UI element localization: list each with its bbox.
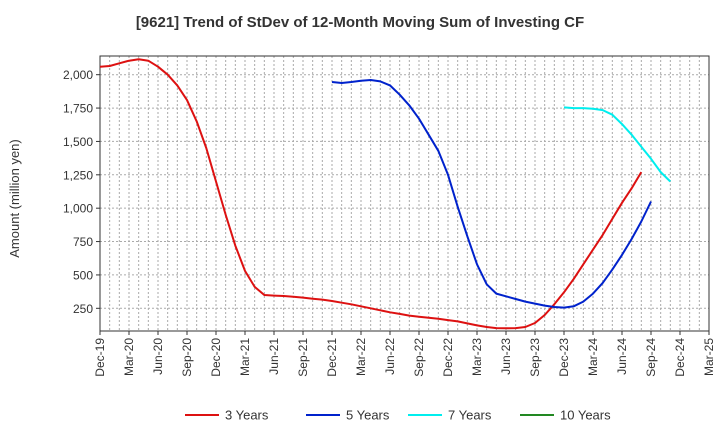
x-tick-label: Dec-19 bbox=[93, 338, 107, 377]
legend: 3 Years 5 Years 7 Years 10 Years bbox=[185, 408, 611, 423]
series-layer bbox=[99, 58, 671, 330]
x-tick-label: Sep-22 bbox=[412, 338, 426, 377]
x-tick-label: Mar-25 bbox=[702, 338, 716, 376]
x-tick-label: Jun-23 bbox=[499, 338, 513, 375]
chart-title: [9621] Trend of StDev of 12-Month Moving… bbox=[135, 14, 585, 31]
x-tick-label: Dec-20 bbox=[209, 338, 223, 377]
legend-label: 5 Years bbox=[346, 408, 390, 423]
y-tick-label: 1,250 bbox=[63, 168, 93, 182]
y-tick-label: 1,500 bbox=[63, 135, 93, 149]
x-axis: Dec-19 Mar-20 Jun-20 Sep-20 Dec-20 Mar-21 Jun-… bbox=[93, 331, 716, 377]
legend-label: 3 Years bbox=[225, 408, 269, 423]
grid-layer bbox=[100, 56, 709, 331]
x-tick-label: Sep-24 bbox=[644, 338, 658, 377]
x-tick-label: Mar-24 bbox=[586, 338, 600, 376]
y-axis: 250 500 750 1,000 1,250 1,500 1,750 2,000 bbox=[63, 68, 100, 316]
y-tick-label: 250 bbox=[73, 302, 93, 316]
series-line-5-years bbox=[331, 79, 652, 309]
x-tick-label: Dec-24 bbox=[673, 338, 687, 377]
x-tick-label: Mar-20 bbox=[122, 338, 136, 376]
plot-frame bbox=[99, 55, 710, 332]
y-tick-label: 2,000 bbox=[63, 68, 93, 82]
x-tick-label: Mar-23 bbox=[470, 338, 484, 376]
x-tick-label: Jun-24 bbox=[615, 338, 629, 375]
x-tick-label: Dec-21 bbox=[325, 338, 339, 377]
y-tick-label: 1,000 bbox=[63, 202, 93, 216]
x-tick-label: Sep-23 bbox=[528, 338, 542, 377]
x-tick-label: Jun-20 bbox=[151, 338, 165, 375]
x-tick-label: Dec-23 bbox=[557, 338, 571, 377]
series-line-3-years bbox=[99, 58, 643, 330]
x-tick-label: Dec-22 bbox=[441, 338, 455, 377]
x-tick-label: Mar-21 bbox=[238, 338, 252, 376]
y-axis-label: Amount (million yen) bbox=[7, 139, 22, 258]
legend-label: 10 Years bbox=[560, 408, 611, 423]
x-tick-label: Sep-20 bbox=[180, 338, 194, 377]
y-tick-label: 500 bbox=[73, 268, 93, 282]
legend-label: 7 Years bbox=[448, 408, 492, 423]
x-tick-label: Sep-21 bbox=[296, 338, 310, 377]
x-tick-label: Mar-22 bbox=[354, 338, 368, 376]
x-tick-label: Jun-22 bbox=[383, 338, 397, 375]
y-tick-label: 1,750 bbox=[63, 102, 93, 116]
x-tick-label: Jun-21 bbox=[267, 338, 281, 375]
y-tick-label: 750 bbox=[73, 235, 93, 249]
series-line-7-years bbox=[563, 106, 671, 183]
